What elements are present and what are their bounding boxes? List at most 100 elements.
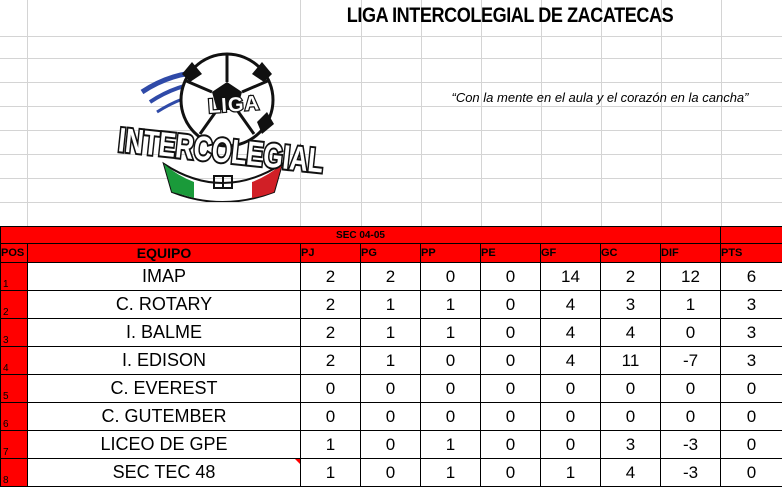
cell-pe: 0 [480, 402, 541, 431]
cell-pj: 2 [300, 262, 361, 291]
cell-pp: 0 [420, 374, 481, 403]
cell-team: C. GUTEMBER [27, 402, 301, 431]
table-row: 5 C. EVEREST 0 0 0 0 0 0 0 0 [0, 374, 782, 403]
table-row: 4 I. EDISON 2 1 0 0 4 11 -7 3 [0, 346, 782, 375]
cell-pts: 3 [720, 346, 782, 375]
cell-pe: 0 [480, 262, 541, 291]
cell-team: LICEO DE GPE [27, 430, 301, 459]
cell-pe: 0 [480, 318, 541, 347]
cell-gf: 4 [540, 290, 601, 319]
cell-team: I. EDISON [27, 346, 301, 375]
cell-pj: 1 [300, 458, 361, 487]
header-row: POS EQUIPO PJ PG PP PE GF GC DIF PTS [0, 243, 782, 263]
table-row: 2 C. ROTARY 2 1 1 0 4 3 1 3 [0, 290, 782, 319]
section-row: SEC 04-05 [0, 226, 782, 244]
cell-dif: -7 [660, 346, 721, 375]
cell-gf: 4 [540, 318, 601, 347]
cell-pts: 0 [720, 402, 782, 431]
cell-dif: -3 [660, 430, 721, 459]
cell-team: C. ROTARY [27, 290, 301, 319]
cell-gc: 3 [600, 430, 661, 459]
cell-pos: 8 [0, 458, 28, 487]
table-row: 1 IMAP 2 2 0 0 14 2 12 6 [0, 262, 782, 291]
cell-pg: 0 [360, 458, 421, 487]
cell-gf: 1 [540, 458, 601, 487]
cell-team: IMAP [27, 262, 301, 291]
cell-pp: 0 [420, 262, 481, 291]
cell-gc: 4 [600, 458, 661, 487]
cell-dif: 0 [660, 318, 721, 347]
cell-team: SEC TEC 48 [27, 458, 301, 487]
col-pts: PTS [720, 243, 782, 263]
cell-gf: 14 [540, 262, 601, 291]
cell-pg: 0 [360, 430, 421, 459]
cell-pj: 2 [300, 318, 361, 347]
col-pp: PP [420, 243, 481, 263]
league-logo: LIGA INTERCOLEGIAL [114, 52, 327, 202]
cell-pts: 0 [720, 374, 782, 403]
section-label: SEC 04-05 [0, 226, 721, 244]
cell-gf: 0 [540, 374, 601, 403]
cell-dif: 0 [660, 374, 721, 403]
cell-dif: 0 [660, 402, 721, 431]
cell-pp: 1 [420, 430, 481, 459]
col-gc: GC [600, 243, 661, 263]
cell-gc: 4 [600, 318, 661, 347]
cell-pos: 5 [0, 374, 28, 403]
cell-pg: 2 [360, 262, 421, 291]
cell-gc: 0 [600, 402, 661, 431]
cell-pj: 2 [300, 290, 361, 319]
cell-pp: 1 [420, 458, 481, 487]
cell-pts: 3 [720, 290, 782, 319]
cell-pts: 0 [720, 430, 782, 459]
cell-pp: 1 [420, 290, 481, 319]
col-pg: PG [360, 243, 421, 263]
cell-pp: 0 [420, 346, 481, 375]
table-row: 7 LICEO DE GPE 1 0 1 0 0 3 -3 0 [0, 430, 782, 459]
cell-pe: 0 [480, 346, 541, 375]
cell-team: C. EVEREST [27, 374, 301, 403]
cell-pe: 0 [480, 430, 541, 459]
cell-pos: 7 [0, 430, 28, 459]
table-row: 8 SEC TEC 48 1 0 1 0 1 4 -3 0 [0, 458, 782, 487]
cell-pp: 1 [420, 318, 481, 347]
cell-pts: 0 [720, 458, 782, 487]
cell-pj: 0 [300, 402, 361, 431]
cell-gf: 0 [540, 402, 601, 431]
cell-pp: 0 [420, 402, 481, 431]
cell-pos: 2 [0, 290, 28, 319]
cell-pg: 1 [360, 318, 421, 347]
cell-gc: 3 [600, 290, 661, 319]
col-gf: GF [540, 243, 601, 263]
logo-text-top: LIGA [207, 92, 260, 118]
table-row: 6 C. GUTEMBER 0 0 0 0 0 0 0 0 [0, 402, 782, 431]
col-dif: DIF [660, 243, 721, 263]
cell-pg: 1 [360, 290, 421, 319]
col-pj: PJ [300, 243, 361, 263]
cell-pe: 0 [480, 458, 541, 487]
cell-pg: 0 [360, 402, 421, 431]
cell-gf: 0 [540, 430, 601, 459]
cell-dif: 12 [660, 262, 721, 291]
cell-pj: 0 [300, 374, 361, 403]
cell-pts: 3 [720, 318, 782, 347]
cell-pj: 2 [300, 346, 361, 375]
cell-team: I. BALME [27, 318, 301, 347]
motto-text: “Con la mente en el aula y el corazón en… [451, 90, 749, 105]
cell-gc: 11 [600, 346, 661, 375]
cell-pg: 0 [360, 374, 421, 403]
cell-pe: 0 [480, 290, 541, 319]
cell-dif: -3 [660, 458, 721, 487]
col-pos: POS [0, 243, 28, 263]
cell-pe: 0 [480, 374, 541, 403]
cell-pos: 1 [0, 262, 28, 291]
table-row: 3 I. BALME 2 1 1 0 4 4 0 3 [0, 318, 782, 347]
cell-gc: 2 [600, 262, 661, 291]
page-title: LIGA INTERCOLEGIAL DE ZACATECAS [346, 4, 674, 27]
col-pe: PE [480, 243, 541, 263]
cell-gc: 0 [600, 374, 661, 403]
cell-gf: 4 [540, 346, 601, 375]
col-team: EQUIPO [27, 243, 301, 263]
cell-pj: 1 [300, 430, 361, 459]
cell-pts: 6 [720, 262, 782, 291]
